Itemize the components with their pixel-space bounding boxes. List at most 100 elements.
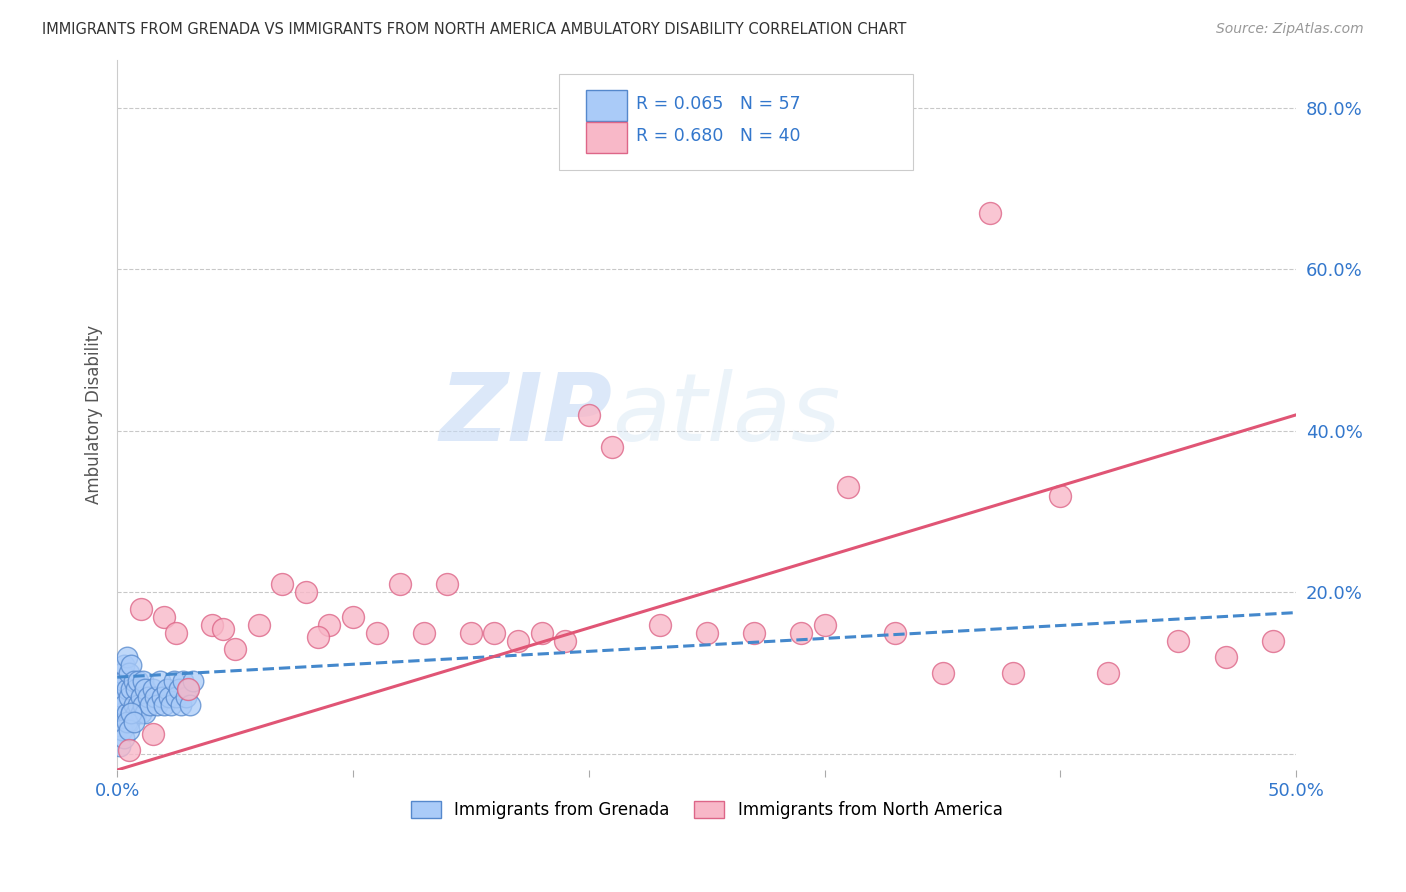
Point <box>742 625 765 640</box>
Point <box>307 630 329 644</box>
Text: ZIP: ZIP <box>440 368 613 461</box>
Point <box>165 625 187 640</box>
Point <box>160 698 183 713</box>
Point <box>156 682 179 697</box>
Point <box>170 698 193 713</box>
Point <box>177 682 200 697</box>
Point <box>115 706 138 721</box>
Point <box>163 674 186 689</box>
Point <box>120 706 142 721</box>
Point <box>212 622 235 636</box>
Point <box>120 706 142 721</box>
Point <box>143 690 166 705</box>
Point <box>111 690 134 705</box>
Point <box>412 625 434 640</box>
Point <box>129 706 152 721</box>
Point <box>108 682 131 697</box>
Point <box>247 617 270 632</box>
Y-axis label: Ambulatory Disability: Ambulatory Disability <box>86 326 103 504</box>
Point <box>554 633 576 648</box>
Point <box>134 706 156 721</box>
Point <box>165 690 187 705</box>
Point <box>111 723 134 737</box>
Point <box>167 682 190 697</box>
Point <box>179 698 201 713</box>
Point <box>484 625 506 640</box>
Point <box>125 706 148 721</box>
Point <box>118 714 141 729</box>
Point <box>578 408 600 422</box>
FancyBboxPatch shape <box>586 122 627 153</box>
Text: IMMIGRANTS FROM GRENADA VS IMMIGRANTS FROM NORTH AMERICA AMBULATORY DISABILITY C: IMMIGRANTS FROM GRENADA VS IMMIGRANTS FR… <box>42 22 907 37</box>
Point <box>150 690 173 705</box>
Point <box>790 625 813 640</box>
Point <box>157 690 180 705</box>
FancyBboxPatch shape <box>560 74 912 169</box>
Point <box>389 577 412 591</box>
Point <box>224 641 246 656</box>
Text: atlas: atlas <box>613 369 841 460</box>
Point <box>1049 489 1071 503</box>
Point <box>153 698 176 713</box>
Point <box>149 674 172 689</box>
Point <box>142 682 165 697</box>
Text: R = 0.065   N = 57: R = 0.065 N = 57 <box>636 95 800 113</box>
Point <box>108 739 131 753</box>
Point <box>342 609 364 624</box>
Point <box>118 666 141 681</box>
Point <box>118 743 141 757</box>
Point <box>118 690 141 705</box>
Point <box>120 658 142 673</box>
Point <box>884 625 907 640</box>
Point <box>174 690 197 705</box>
Point <box>127 674 149 689</box>
Point <box>1167 633 1189 648</box>
Point <box>366 625 388 640</box>
Point <box>115 714 138 729</box>
Point <box>132 674 155 689</box>
Point <box>122 698 145 713</box>
Point <box>530 625 553 640</box>
Point <box>1002 666 1025 681</box>
Point <box>112 658 135 673</box>
Point <box>142 727 165 741</box>
Point <box>112 698 135 713</box>
Point <box>120 682 142 697</box>
Point <box>1261 633 1284 648</box>
Point <box>271 577 294 591</box>
Point <box>200 617 222 632</box>
Point <box>1215 650 1237 665</box>
Point <box>1097 666 1119 681</box>
Point <box>125 682 148 697</box>
Legend: Immigrants from Grenada, Immigrants from North America: Immigrants from Grenada, Immigrants from… <box>404 794 1010 826</box>
Point <box>122 714 145 729</box>
Point <box>134 682 156 697</box>
Point <box>129 601 152 615</box>
Point <box>931 666 953 681</box>
Text: R = 0.680   N = 40: R = 0.680 N = 40 <box>636 128 800 145</box>
Point <box>112 674 135 689</box>
Point <box>506 633 529 648</box>
Point <box>132 698 155 713</box>
Point <box>172 674 194 689</box>
Point <box>122 674 145 689</box>
Point <box>436 577 458 591</box>
Point <box>127 698 149 713</box>
Point <box>112 714 135 729</box>
Text: Source: ZipAtlas.com: Source: ZipAtlas.com <box>1216 22 1364 37</box>
Point <box>181 674 204 689</box>
Point <box>115 650 138 665</box>
Point <box>139 698 162 713</box>
Point <box>979 206 1001 220</box>
Point <box>460 625 482 640</box>
Point <box>602 440 624 454</box>
Point <box>111 706 134 721</box>
Point <box>112 731 135 745</box>
Point <box>136 690 159 705</box>
Point <box>108 698 131 713</box>
Point <box>177 682 200 697</box>
Point <box>111 666 134 681</box>
Point <box>153 609 176 624</box>
Point <box>129 690 152 705</box>
Point <box>648 617 671 632</box>
